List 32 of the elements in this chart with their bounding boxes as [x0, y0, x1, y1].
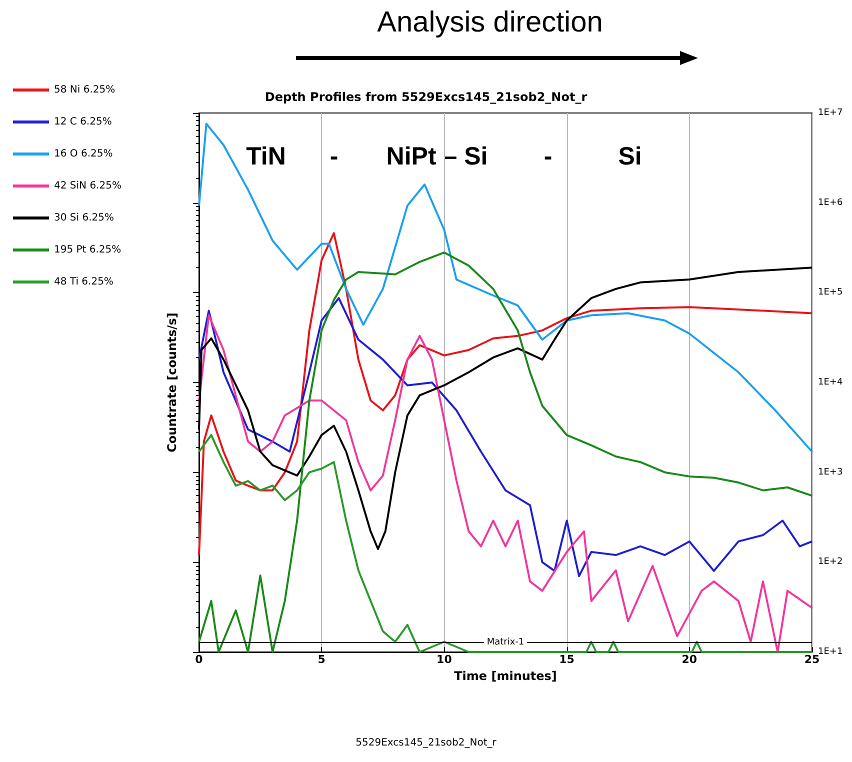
legend-label: 195 Pt 6.25%: [54, 244, 122, 256]
annotation: -: [330, 142, 338, 170]
legend-label: 48 Ti 6.25%: [54, 276, 114, 288]
y-tick-label: 1E+1: [818, 647, 843, 657]
y-tick-label: 1E+6: [818, 198, 843, 208]
annotation: Si: [618, 142, 642, 170]
line-series: [198, 297, 813, 578]
text: Analysis direction: [377, 6, 603, 38]
chart-title: Depth Profiles from 5529Excs145_21sob2_Not_r: [264, 90, 588, 104]
x-tick-label: 5: [318, 653, 326, 666]
x-tick-label: 0: [195, 653, 204, 666]
annotation: -: [544, 142, 552, 170]
y-tick-label: 1E+5: [818, 288, 843, 298]
y-axis-title: Countrate [counts/s]: [165, 312, 179, 452]
y-tick-label: 1E+7: [818, 108, 843, 118]
legend-label: 58 Ni 6.25%: [54, 84, 116, 96]
x-tick-label: 15: [559, 653, 574, 666]
y-tick-label: 1E+2: [818, 557, 843, 568]
x-axis-title: Time [minutes]: [454, 668, 557, 683]
annotation: TiN: [246, 142, 286, 170]
x-tick-label: 20: [682, 653, 698, 666]
text: 5529Excs145_21sob2_Not_r: [356, 738, 498, 748]
legend-label: 42 SiN 6.25%: [54, 180, 122, 192]
y-tick-label: 1E+4: [818, 378, 843, 388]
legend-label: 30 Si 6.25%: [54, 212, 114, 224]
legend-label: 12 C 6.25%: [54, 116, 112, 128]
y-tick-label: 1E+3: [818, 467, 843, 478]
x-tick-label: 10: [436, 653, 452, 666]
x-tick-label: 25: [804, 653, 820, 666]
ref-line-label: Matrix-1: [486, 637, 524, 648]
line-series: [198, 122, 813, 453]
legend-label: 16 O 6.25%: [54, 148, 113, 160]
